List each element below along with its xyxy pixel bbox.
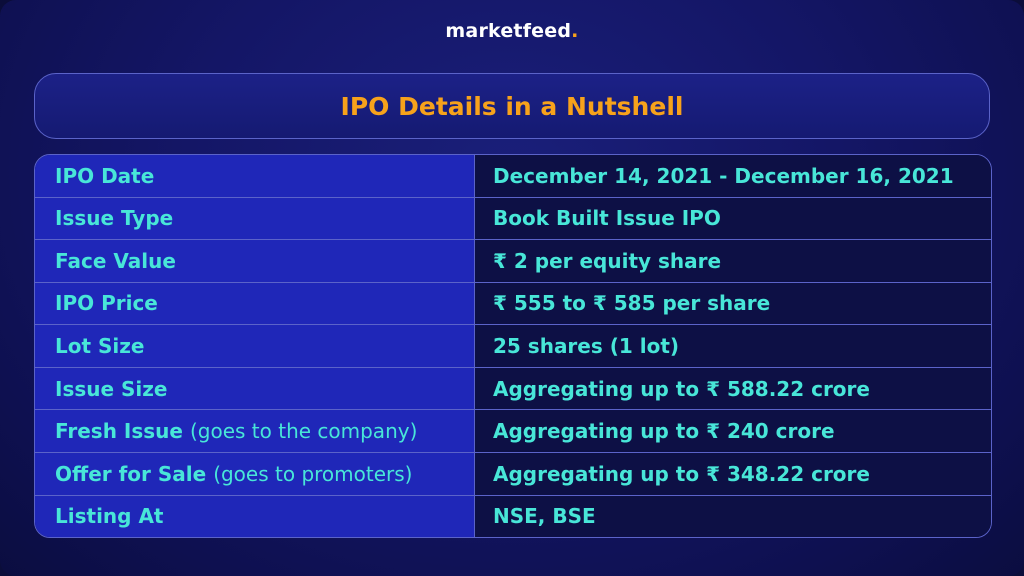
row-label-text: IPO Date (55, 163, 155, 188)
row-label: Issue Size (35, 367, 475, 410)
logo-text: marketfeed (445, 20, 572, 42)
row-label: IPO Price (35, 282, 475, 325)
table-row: IPO Price ₹ 555 to ₹ 585 per share (35, 282, 991, 326)
row-label-text: Offer for Sale (55, 461, 207, 486)
row-label-note: (goes to the company) (189, 419, 418, 444)
row-label: Offer for Sale (goes to promoters) (35, 452, 475, 495)
table-row: Face Value ₹ 2 per equity share (35, 240, 991, 283)
row-label: Fresh Issue (goes to the company) (35, 410, 475, 452)
table-row: Offer for Sale (goes to promoters) Aggreg… (35, 452, 991, 496)
ipo-details-table: IPO Date December 14, 2021 - December 16… (34, 154, 992, 538)
row-label: Face Value (35, 240, 475, 282)
row-label-text: Fresh Issue (55, 419, 183, 444)
row-label-text: Listing At (55, 504, 164, 529)
row-value: Aggregating up to ₹ 348.22 crore (475, 452, 991, 495)
row-value: ₹ 555 to ₹ 585 per share (475, 282, 991, 325)
row-value: NSE, BSE (475, 495, 991, 537)
row-label-text: Issue Type (55, 206, 174, 231)
row-label: Listing At (35, 495, 475, 537)
marketfeed-logo: marketfeed. (0, 20, 1024, 42)
row-value: Aggregating up to ₹ 240 crore (475, 410, 991, 452)
page-title: IPO Details in a Nutshell (340, 91, 684, 121)
table-row: IPO Date December 14, 2021 - December 16… (35, 155, 991, 198)
row-value: Aggregating up to ₹ 588.22 crore (475, 367, 991, 410)
row-value: December 14, 2021 - December 16, 2021 (475, 155, 991, 197)
row-label: IPO Date (35, 155, 475, 197)
table-row: Issue Size Aggregating up to ₹ 588.22 cr… (35, 367, 991, 411)
table-row: Lot Size 25 shares (1 lot) (35, 325, 991, 368)
row-label: Lot Size (35, 325, 475, 367)
table-row: Fresh Issue (goes to the company) Aggrega… (35, 410, 991, 453)
row-label-text: Face Value (55, 248, 176, 273)
row-label-note: (goes to promoters) (213, 461, 413, 486)
row-label-text: Issue Size (55, 376, 168, 401)
row-value: ₹ 2 per equity share (475, 240, 991, 282)
row-value: 25 shares (1 lot) (475, 325, 991, 367)
table-row: Listing At NSE, BSE (35, 495, 991, 537)
row-label: Issue Type (35, 197, 475, 240)
logo-dot: . (571, 20, 579, 42)
table-row: Issue Type Book Built Issue IPO (35, 197, 991, 241)
row-label-text: Lot Size (55, 334, 145, 359)
row-value: Book Built Issue IPO (475, 197, 991, 240)
row-label-text: IPO Price (55, 291, 158, 316)
title-banner: IPO Details in a Nutshell (34, 73, 990, 139)
